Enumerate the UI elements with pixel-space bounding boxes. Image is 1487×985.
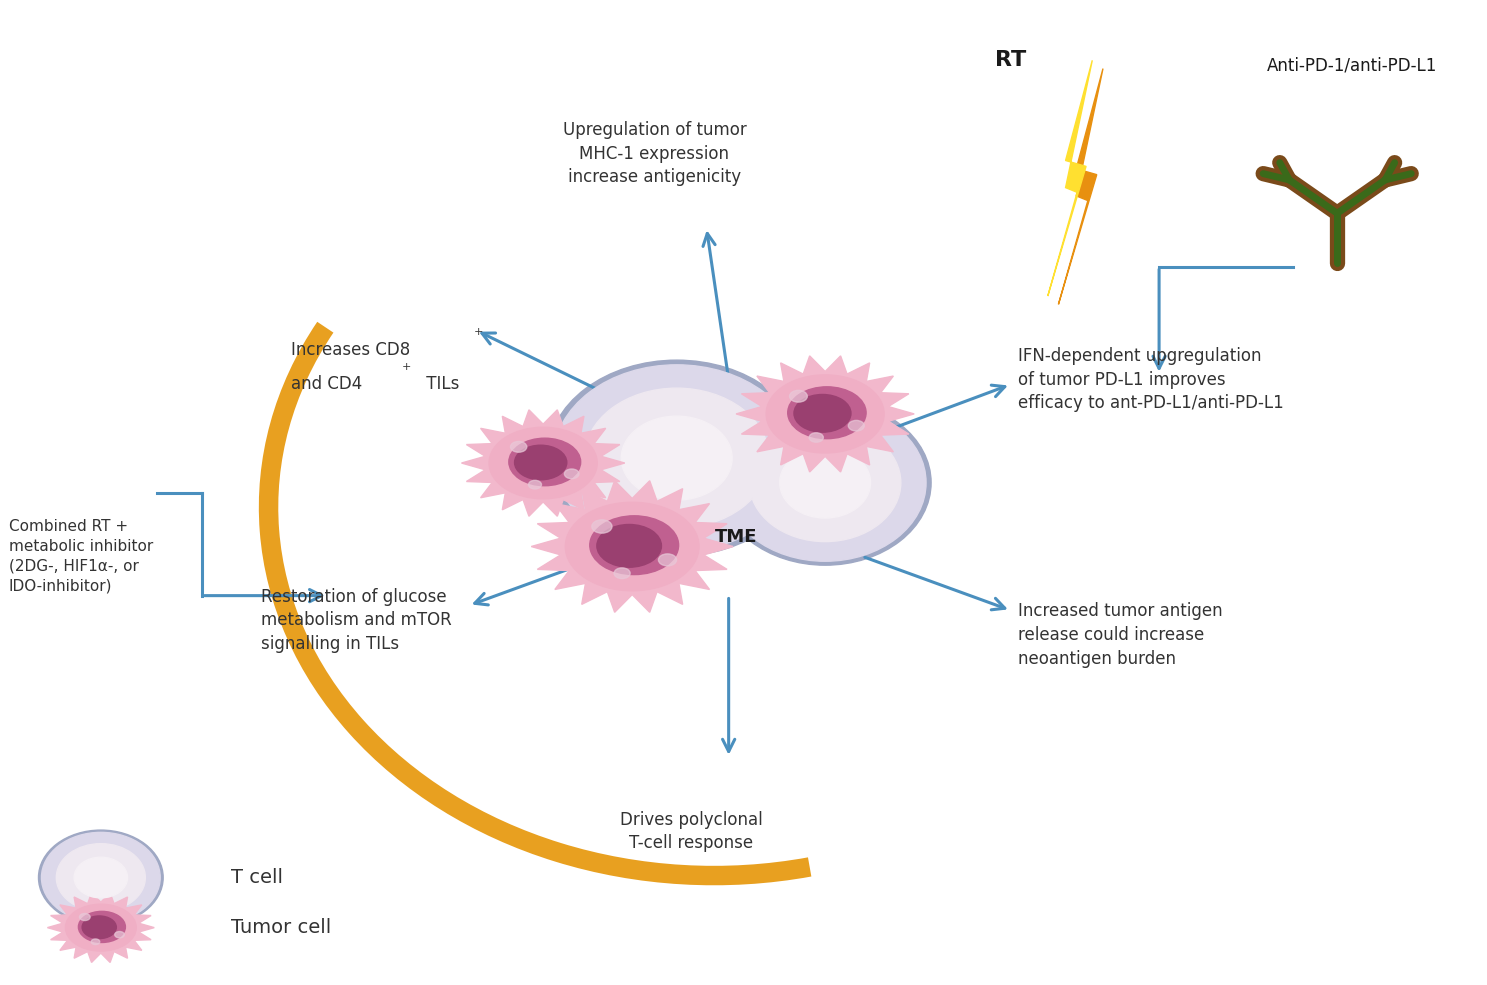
Polygon shape [736, 356, 915, 472]
Ellipse shape [749, 424, 901, 542]
Circle shape [788, 387, 865, 438]
Ellipse shape [57, 843, 146, 911]
Text: +: + [473, 327, 483, 338]
Text: Increases CD8: Increases CD8 [291, 341, 410, 360]
Circle shape [79, 913, 91, 921]
Ellipse shape [584, 388, 769, 528]
Ellipse shape [779, 447, 870, 518]
Text: TME: TME [715, 528, 757, 546]
Text: Anti-PD-1/anti-PD-L1: Anti-PD-1/anti-PD-L1 [1267, 56, 1438, 74]
Text: Tumor cell: Tumor cell [232, 918, 332, 937]
Text: +: + [401, 361, 412, 371]
Text: Restoration of glucose
metabolism and mTOR
signalling in TILs: Restoration of glucose metabolism and mT… [262, 588, 452, 653]
Ellipse shape [39, 830, 164, 925]
Text: and CD4: and CD4 [291, 375, 361, 393]
Text: T cell: T cell [232, 868, 284, 887]
Circle shape [510, 441, 526, 452]
Circle shape [766, 375, 885, 453]
Circle shape [509, 438, 581, 486]
Circle shape [114, 932, 125, 938]
Circle shape [565, 469, 578, 479]
Circle shape [592, 520, 613, 533]
Text: Combined RT +
metabolic inhibitor
(2DG-, HIF1α-, or
IDO-inhibitor): Combined RT + metabolic inhibitor (2DG-,… [9, 519, 153, 594]
Circle shape [659, 554, 677, 566]
Ellipse shape [547, 361, 806, 557]
Polygon shape [1059, 69, 1103, 304]
Polygon shape [1048, 60, 1093, 296]
Circle shape [614, 568, 630, 578]
Circle shape [91, 939, 100, 945]
Text: Drives polyclonal
T-cell response: Drives polyclonal T-cell response [620, 811, 763, 852]
Text: Increased tumor antigen
release could increase
neoantigen burden: Increased tumor antigen release could in… [1019, 602, 1222, 668]
Text: Upregulation of tumor
MHC-1 expression
increase antigenicity: Upregulation of tumor MHC-1 expression i… [562, 121, 746, 186]
Polygon shape [48, 892, 155, 962]
Ellipse shape [724, 404, 926, 561]
Circle shape [82, 916, 116, 939]
Text: RT: RT [995, 50, 1026, 70]
Ellipse shape [74, 857, 128, 898]
Ellipse shape [553, 364, 800, 552]
Ellipse shape [720, 400, 931, 565]
Circle shape [590, 516, 678, 574]
Circle shape [596, 524, 662, 567]
Circle shape [65, 904, 137, 952]
Circle shape [565, 502, 699, 591]
Circle shape [515, 445, 567, 480]
Circle shape [809, 432, 824, 442]
Text: TILs: TILs [421, 375, 459, 393]
Circle shape [848, 421, 864, 431]
Circle shape [790, 390, 807, 402]
Ellipse shape [42, 832, 161, 923]
Ellipse shape [622, 416, 732, 500]
Circle shape [528, 481, 541, 489]
Polygon shape [531, 481, 733, 613]
Circle shape [489, 427, 598, 498]
Circle shape [794, 394, 851, 432]
Text: IFN-dependent upgregulation
of tumor PD-L1 improves
efficacy to ant-PD-L1/anti-P: IFN-dependent upgregulation of tumor PD-… [1019, 347, 1283, 412]
Circle shape [79, 911, 125, 943]
Polygon shape [461, 410, 625, 516]
